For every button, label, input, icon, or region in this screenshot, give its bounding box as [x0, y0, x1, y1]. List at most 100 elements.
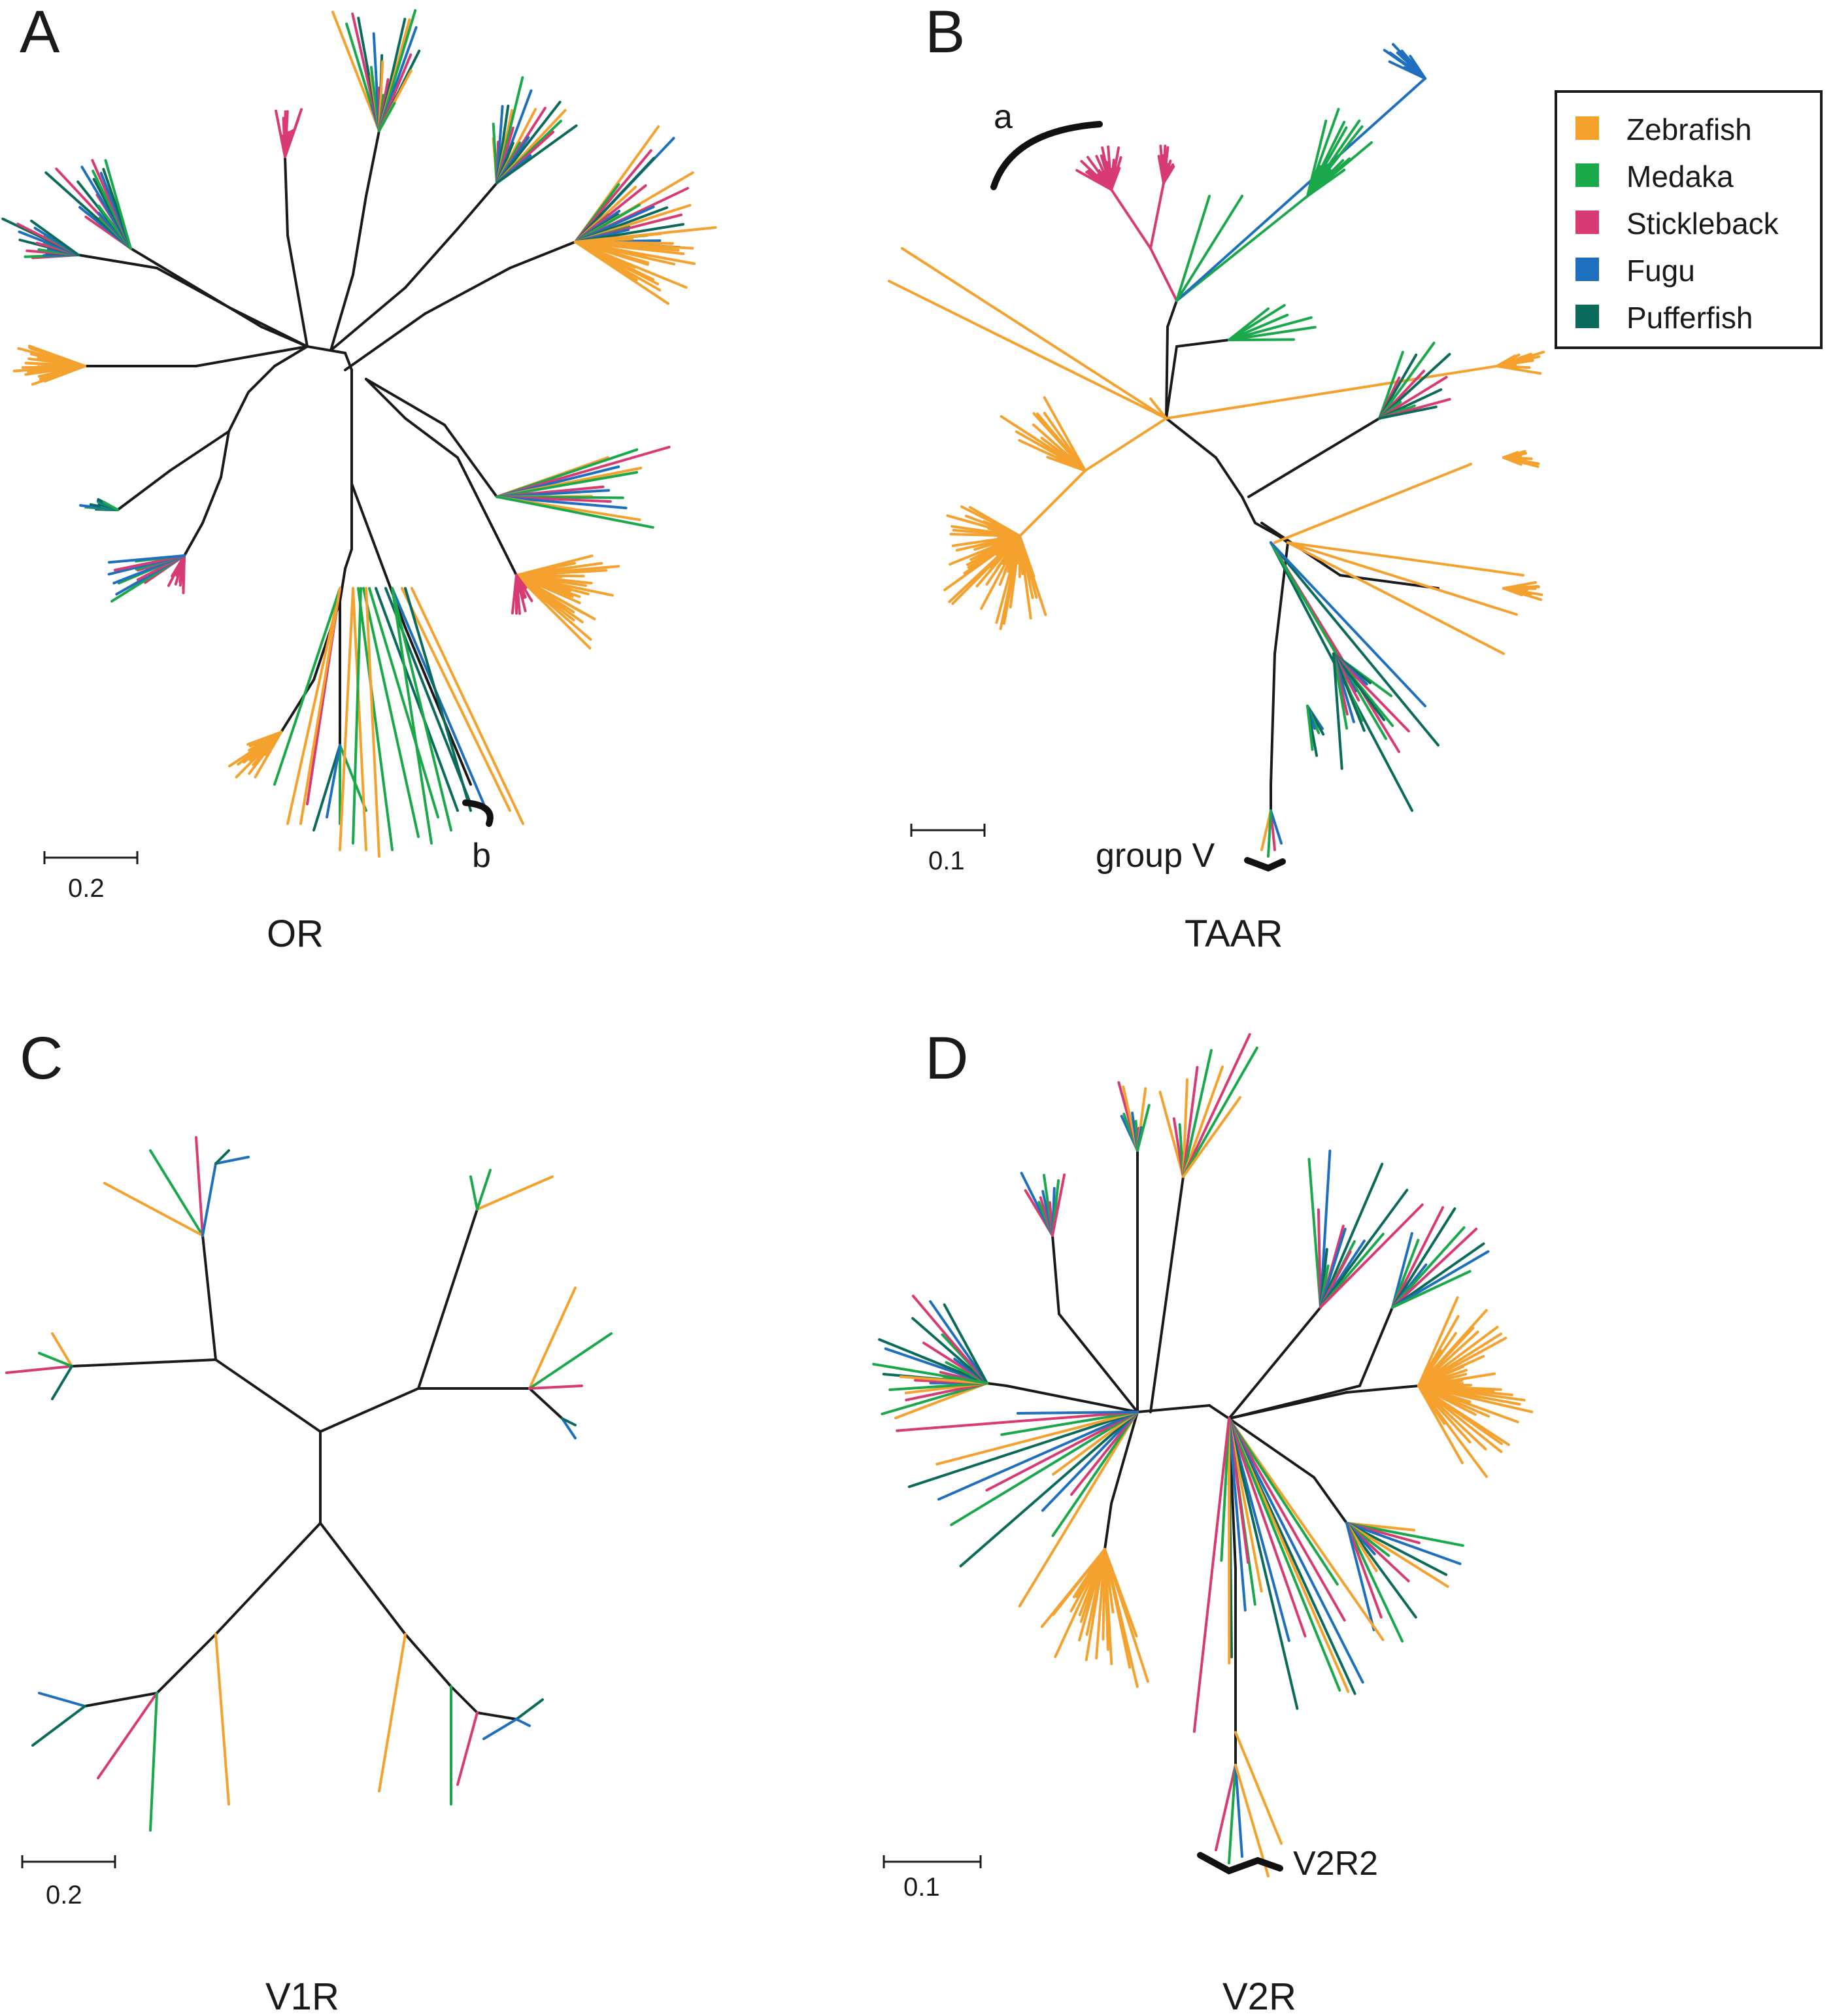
- trunk-branch: [319, 1522, 407, 1636]
- scale-label-d: 0.1: [903, 1873, 940, 1902]
- trunk-branch: [286, 234, 309, 348]
- stickleback-leaf-branch: [1149, 247, 1178, 302]
- zebrafish-leaf-branch: [1103, 1548, 1149, 1683]
- zebrafish-leaf-branch: [1228, 1417, 1263, 1593]
- fugu-leaf-branch: [1391, 1232, 1413, 1309]
- pufferfish-leaf-branch: [1345, 1522, 1417, 1619]
- panel-title-v2r: V2R: [1222, 1975, 1296, 2016]
- trunk-branch: [404, 626, 472, 786]
- medaka-leaf-branch: [1345, 1522, 1464, 1547]
- zebrafish-leaf-branch: [246, 731, 282, 746]
- medaka-leaf-branch: [1228, 304, 1286, 341]
- legend-item-pufferfish: Pufferfish: [1575, 301, 1753, 335]
- fugu-leaf-branch: [929, 1300, 988, 1385]
- medaka-leaf-branch: [1307, 1158, 1322, 1309]
- zebrafish-leaf-branch: [1095, 1548, 1106, 1660]
- scale-bar-d: [883, 1855, 982, 1868]
- zebrafish-leaf-branch: [214, 1633, 230, 1806]
- zebrafish-leaf-branch: [1043, 396, 1086, 472]
- trunk-branch: [214, 1522, 322, 1636]
- pufferfish-leaf-branch: [574, 156, 656, 243]
- scale-bar-c: [21, 1855, 116, 1868]
- fugu-leaf-branch: [201, 1162, 217, 1237]
- medaka-leaf-branch: [1000, 1411, 1139, 1436]
- trunk-branch: [1149, 1175, 1185, 1413]
- medaka-leaf-branch: [1391, 1226, 1466, 1309]
- fugu-leaf-branch: [1345, 1522, 1375, 1632]
- zebrafish-leaf-branch: [528, 1286, 577, 1390]
- zebrafish-leaf-branch: [401, 587, 511, 812]
- zebrafish-leaf-branch: [365, 587, 380, 858]
- legend-swatch-pufferfish: [1575, 305, 1599, 328]
- zebrafish-leaf-branch: [1182, 1096, 1241, 1178]
- pufferfish-leaf-branch: [31, 1705, 86, 1747]
- pufferfish-leaf-branch: [1319, 1188, 1409, 1309]
- trunk-branch: [156, 1633, 217, 1694]
- zebrafish-leaf-branch: [1165, 365, 1498, 420]
- pufferfish-leaf-branch: [959, 1411, 1139, 1568]
- zebrafish-leaf-branch: [1496, 365, 1542, 375]
- trunk-branch: [1051, 1234, 1060, 1315]
- stickleback-leaf-branch: [284, 118, 300, 158]
- trunk-branch: [456, 182, 498, 230]
- stickleback-leaf-branch: [896, 1411, 1139, 1432]
- zebrafish-leaf-branch: [1345, 1522, 1449, 1588]
- medaka-leaf-branch: [1228, 1417, 1339, 1586]
- panel-letter-d: D: [925, 1025, 968, 1092]
- pufferfish-leaf-branch: [1391, 1242, 1485, 1309]
- stickleback-leaf-branch: [171, 554, 186, 578]
- stickleback-leaf-branch: [456, 1711, 479, 1786]
- stickleback-leaf-branch: [911, 1294, 988, 1385]
- stickleback-leaf-branch: [195, 1136, 204, 1237]
- medaka-leaf-branch: [1175, 195, 1211, 302]
- stickleback-leaf-branch: [511, 574, 518, 614]
- trunk-branch: [116, 469, 171, 511]
- pufferfish-leaf-branch: [312, 744, 341, 832]
- stickleback-leaf-branch: [1149, 182, 1165, 250]
- pufferfish-leaf-branch: [515, 1698, 544, 1721]
- trunk-branch: [1345, 1385, 1420, 1394]
- species-legend: Zebrafish Medaka Stickleback Fugu Puffer…: [1555, 90, 1823, 349]
- scale-label-a: 0.2: [68, 874, 105, 903]
- trunk-branch: [1208, 1404, 1230, 1420]
- tree-v2r: [872, 1033, 1534, 1877]
- annotation-v2r2: V2R2: [1293, 1845, 1378, 1883]
- pufferfish-leaf-branch: [1270, 541, 1439, 747]
- zebrafish-leaf-branch: [901, 247, 1168, 420]
- trunk-branch: [417, 1208, 479, 1390]
- scale-label-c: 0.2: [46, 1881, 82, 1909]
- fugu-leaf-branch: [1016, 1411, 1139, 1415]
- zebrafish-leaf-branch: [1019, 469, 1086, 537]
- bracket-a: [990, 121, 1103, 190]
- pufferfish-leaf-branch: [51, 1365, 73, 1400]
- pufferfish-leaf-branch: [1332, 652, 1386, 722]
- panel-title-or: OR: [267, 913, 324, 955]
- fugu-leaf-branch: [1391, 1250, 1490, 1309]
- fugu-leaf-branch: [107, 554, 186, 564]
- annotation-a: a: [994, 98, 1013, 136]
- zebrafish-leaf-branch: [1273, 463, 1472, 544]
- tree-taar: [888, 42, 1545, 858]
- zebrafish-leaf-branch: [948, 535, 1021, 603]
- medaka-leaf-branch: [391, 587, 452, 832]
- stickleback-leaf-branch: [1182, 1066, 1199, 1178]
- zebrafish-leaf-branch: [103, 1182, 204, 1237]
- trunk-branch: [1165, 326, 1169, 420]
- trunk-branch: [404, 1633, 452, 1688]
- pufferfish-leaf-branch: [1332, 652, 1343, 770]
- trunk-branch: [1313, 1476, 1348, 1524]
- zebrafish-leaf-branch: [28, 344, 86, 367]
- stickleback-leaf-branch: [1110, 188, 1152, 250]
- trunk-branch: [306, 345, 346, 354]
- zebrafish-leaf-branch: [1287, 541, 1518, 616]
- scale-bar-b: [910, 824, 986, 837]
- zebrafish-leaf-branch: [331, 10, 380, 132]
- trunk-branch: [1165, 417, 1217, 459]
- trunk-branch: [1175, 339, 1230, 348]
- trunk-branch: [1103, 1502, 1113, 1551]
- medaka-leaf-branch: [102, 501, 119, 511]
- fugu-leaf-branch: [1234, 1764, 1243, 1858]
- medaka-leaf-branch: [1270, 541, 1387, 740]
- medaka-leaf-branch: [1136, 1103, 1151, 1152]
